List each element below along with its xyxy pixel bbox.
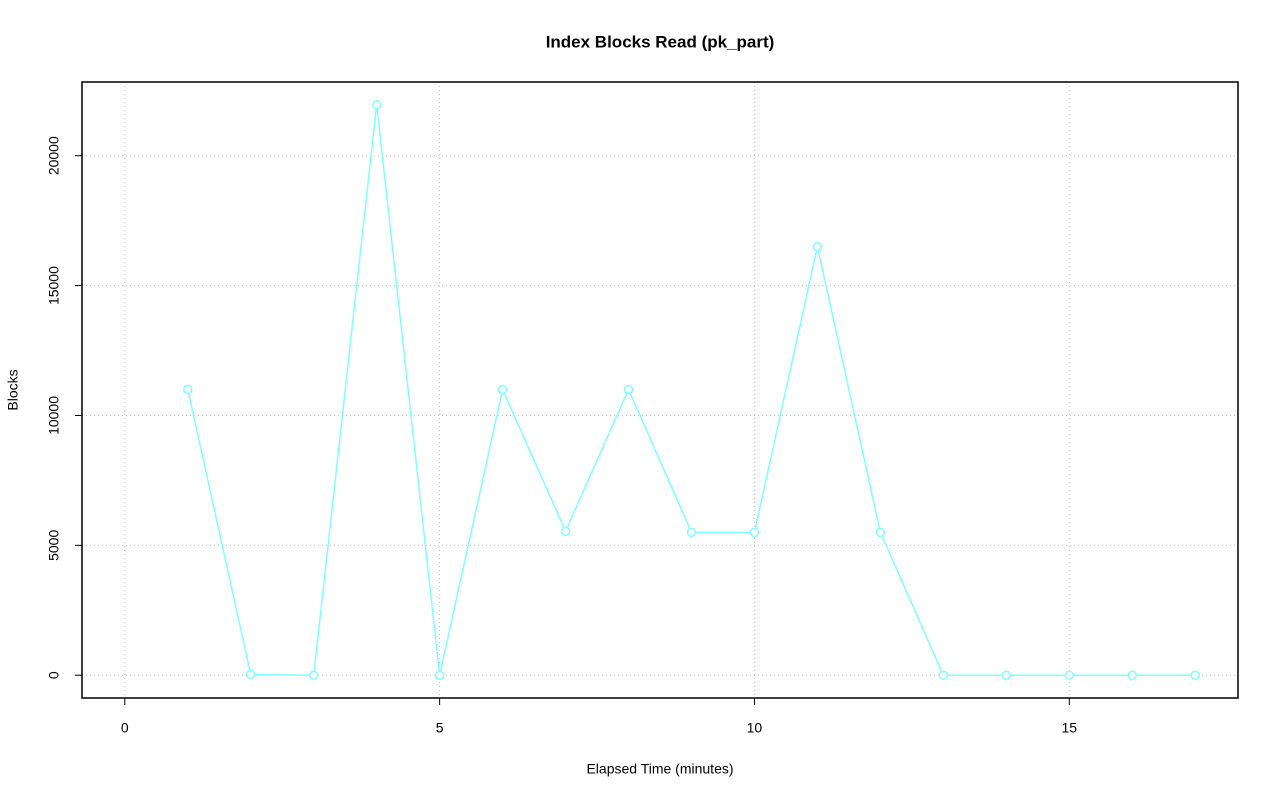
y-tick-label: 5000: [46, 530, 62, 561]
data-line: [187, 104, 1196, 676]
data-point: [371, 100, 382, 110]
data-point: [245, 669, 256, 680]
data-point: [1001, 670, 1012, 680]
data-point: [434, 670, 445, 680]
x-tick-label: 5: [436, 720, 444, 736]
data-point: [497, 384, 508, 395]
data-point: [875, 527, 886, 538]
data-point: [560, 526, 571, 537]
data-point: [686, 527, 697, 538]
data-point: [812, 241, 823, 252]
y-tick-label: 20000: [46, 136, 62, 175]
data-point: [1127, 670, 1137, 680]
data-point: [1064, 670, 1075, 680]
data-point: [1190, 670, 1200, 680]
data-point: [308, 670, 319, 680]
y-tick-label: 10000: [46, 396, 62, 435]
data-point: [749, 527, 760, 538]
x-tick-label: 10: [747, 720, 763, 736]
x-tick-label: 0: [121, 720, 129, 736]
plot-frame: [81, 81, 1239, 699]
y-tick-label: 15000: [46, 266, 62, 305]
x-axis-label: Elapsed Time (minutes): [586, 761, 733, 777]
y-tick-label: 0: [46, 671, 62, 679]
data-point: [183, 384, 193, 395]
x-tick-label: 15: [1061, 720, 1077, 736]
chart-title: Index Blocks Read (pk_part): [546, 32, 775, 51]
data-point: [938, 670, 949, 680]
y-axis-label: Blocks: [5, 369, 21, 410]
data-point: [623, 384, 634, 395]
